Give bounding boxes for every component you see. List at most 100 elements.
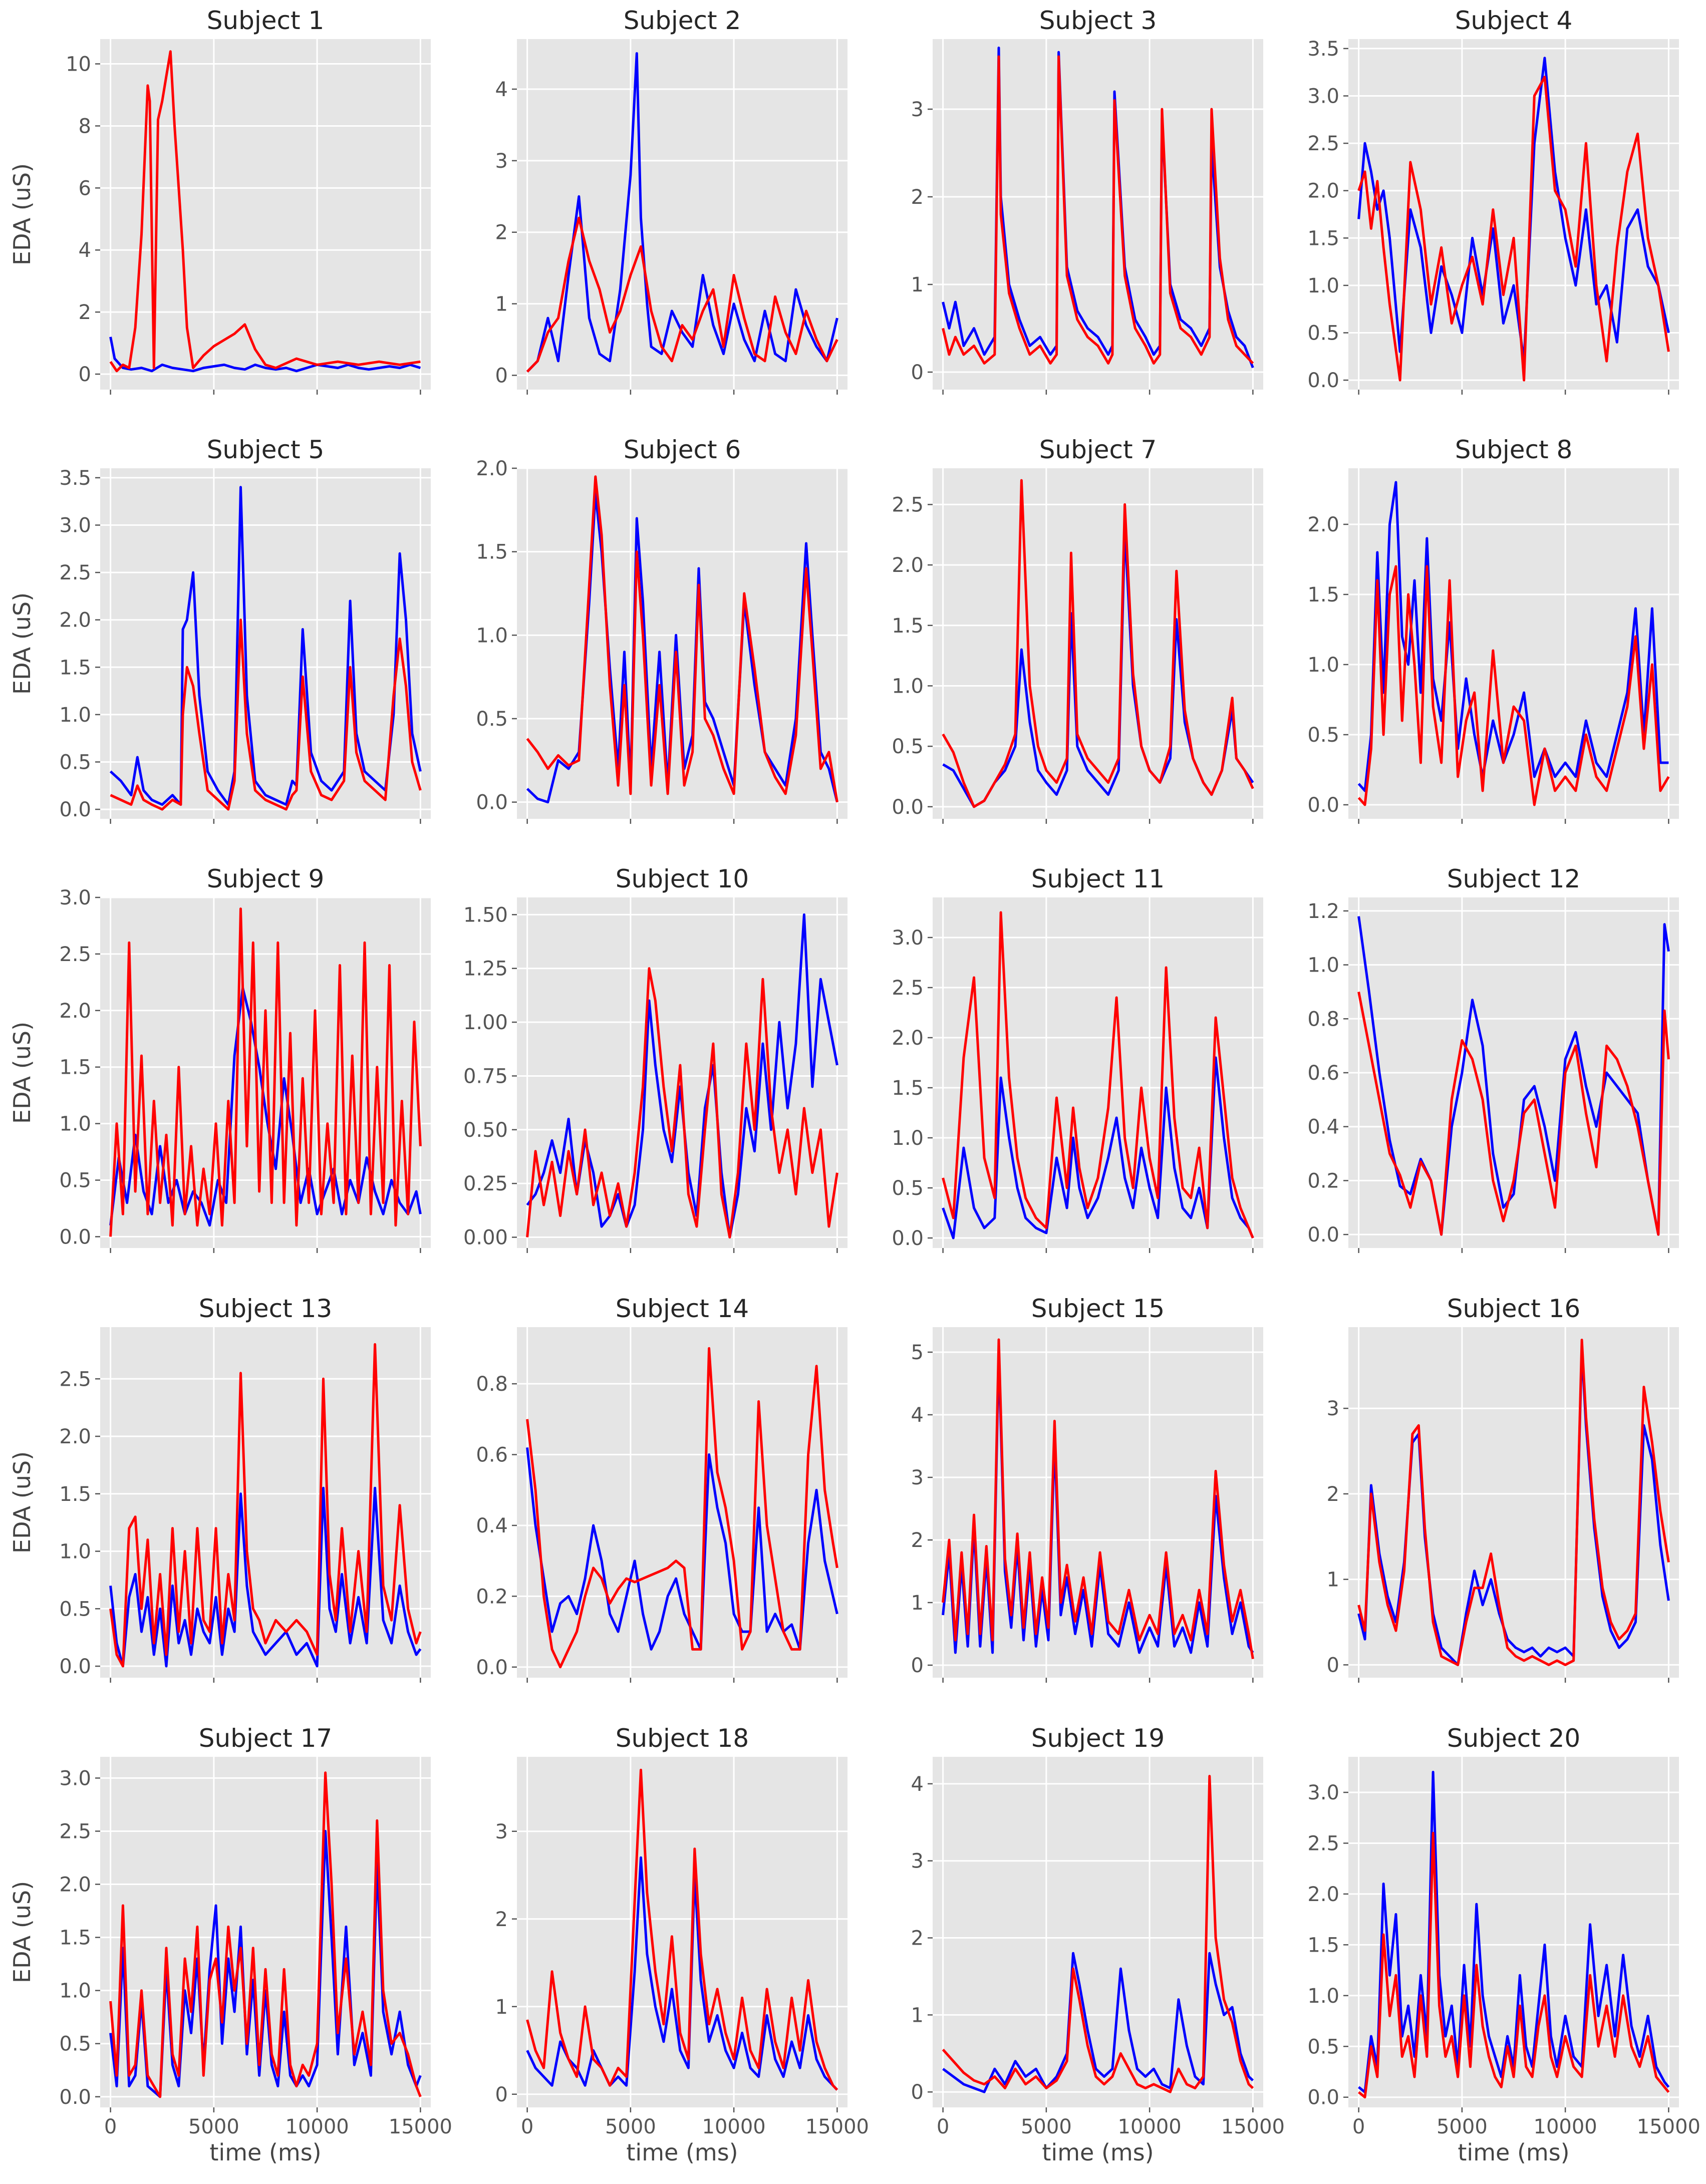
plot-area: [517, 39, 847, 390]
x-tick-label: 5000: [188, 2115, 239, 2138]
y-tick-label: 1.0: [1307, 274, 1339, 297]
x-axis-label: time (ms): [1458, 2139, 1569, 2166]
y-tick-label: 4: [495, 78, 508, 101]
y-tick-label: 0.5: [59, 2033, 91, 2056]
y-tick-label: 0.4: [1307, 1116, 1339, 1139]
panel-title: Subject 6: [624, 435, 741, 464]
y-tick-label: 2: [495, 221, 508, 244]
subplot-20: 0.0 0.5 1.0 1.5 2.0 2.5 3.0 0 5000 10000 15000 Subj…: [1307, 1724, 1700, 2166]
y-tick-label: 2: [911, 1927, 924, 1950]
panel-title: Subject 16: [1447, 1294, 1580, 1323]
y-tick-label: 3.5: [59, 467, 91, 490]
x-tick-label: 5000: [1437, 2115, 1488, 2138]
y-tick-label: 0.0: [892, 1227, 924, 1250]
y-tick-label: 4: [911, 1404, 924, 1427]
y-tick-label: 0.25: [463, 1172, 508, 1195]
y-tick-label: 8: [79, 115, 91, 138]
panel-title: Subject 1: [207, 6, 325, 35]
series-line-blue: [526, 1447, 838, 1651]
series-line-red: [526, 1347, 838, 1669]
panel-title: Subject 17: [199, 1724, 332, 1753]
panel-title: Subject 4: [1455, 6, 1573, 35]
y-tick-label: 2.5: [892, 977, 924, 1000]
y-tick-label: 0.0: [476, 1656, 508, 1679]
subplot-18: 0 1 2 3 0 5000 10000 15000 Subject 18 time (ms): [495, 1724, 869, 2166]
y-tick-label: 1.5: [59, 1927, 91, 1950]
plot-area: [933, 468, 1263, 819]
x-tick-label: 15000: [805, 2115, 869, 2138]
y-tick-label: 1: [911, 273, 924, 296]
x-tick-label: 10000: [702, 2115, 766, 2138]
x-tick-label: 0: [104, 2115, 117, 2138]
y-axis-label: EDA (uS): [9, 1881, 36, 1983]
y-tick-label: 0.5: [892, 735, 924, 758]
y-tick-label: 3: [911, 1466, 924, 1489]
y-tick-label: 2.5: [59, 943, 91, 966]
y-tick-label: 0.2: [1307, 1169, 1339, 1192]
series-line-blue: [942, 1952, 1254, 2093]
y-tick-label: 2.0: [476, 457, 508, 480]
x-tick-label: 15000: [1221, 2115, 1285, 2138]
series-line-blue: [109, 337, 421, 373]
x-tick-label: 0: [521, 2115, 533, 2138]
y-tick-label: 0: [495, 364, 508, 387]
y-tick-label: 0.0: [1307, 794, 1339, 817]
x-tick-label: 10000: [1534, 2115, 1597, 2138]
y-tick-label: 0.5: [476, 708, 508, 731]
series-line-red: [109, 1343, 422, 1668]
series-line-red: [1358, 1831, 1670, 2099]
y-tick-label: 0.0: [59, 1225, 91, 1249]
y-tick-label: 2.0: [892, 1027, 924, 1050]
panel-title: Subject 18: [616, 1724, 749, 1753]
x-tick-label: 15000: [389, 2115, 452, 2138]
y-tick-label: 0.00: [463, 1226, 508, 1250]
y-tick-label: 2: [911, 1529, 924, 1552]
y-tick-label: 3: [495, 150, 508, 173]
y-tick-label: 0: [911, 1654, 924, 1677]
y-tick-label: 2.5: [1307, 132, 1339, 155]
series-line-blue: [1357, 481, 1669, 792]
subplot-19: 0 1 2 3 4 0 5000 10000 15000 Subject 19 time (ms): [911, 1724, 1285, 2166]
series-line-blue: [526, 1856, 838, 2091]
y-tick-label: 0.5: [59, 751, 91, 774]
y-tick-label: 2: [1327, 1483, 1339, 1506]
y-tick-label: 4: [79, 239, 91, 262]
panel-title: Subject 12: [1447, 864, 1580, 893]
plot-area: [100, 468, 431, 819]
series-line-red: [1357, 1339, 1670, 1666]
y-tick-label: 0.5: [1307, 322, 1339, 345]
y-tick-label: 0.0: [59, 1655, 91, 1678]
series-line-red: [1357, 565, 1670, 806]
y-tick-label: 0.5: [892, 1177, 924, 1200]
series-line-red: [942, 1775, 1254, 2093]
y-tick-label: 2: [79, 301, 91, 324]
series-line-red: [109, 907, 422, 1237]
subplot-2: 0 1 2 3 4 Subject 2: [495, 6, 847, 395]
series-line-blue: [1358, 1770, 1670, 2094]
y-tick-label: 2: [495, 1908, 508, 1931]
series-line-red: [942, 911, 1254, 1238]
y-tick-label: 1.25: [463, 958, 508, 981]
y-tick-label: 0.6: [476, 1444, 508, 1467]
y-tick-label: 0.75: [463, 1065, 508, 1088]
subplot-5: 0.0 0.5 1.0 1.5 2.0 2.5 3.0 3.5 Subject 5 EDA (uS…: [9, 435, 431, 824]
y-tick-label: 2.5: [59, 1368, 91, 1391]
y-tick-label: 1.5: [59, 656, 91, 679]
y-tick-label: 0.0: [59, 2086, 91, 2109]
y-tick-label: 0.5: [1307, 2035, 1339, 2058]
series-line-red: [109, 50, 421, 373]
y-tick-label: 3.0: [59, 514, 91, 537]
y-axis-label: EDA (uS): [9, 1451, 36, 1553]
y-tick-label: 0.5: [59, 1598, 91, 1621]
y-tick-label: 2.5: [892, 493, 924, 516]
series-line-red: [942, 55, 1254, 365]
y-tick-label: 0.0: [59, 798, 91, 821]
y-tick-label: 0.0: [476, 791, 508, 814]
subplot-8: 0.0 0.5 1.0 1.5 2.0 Subject 8: [1307, 435, 1679, 824]
x-tick-label: 0: [937, 2115, 949, 2138]
y-tick-label: 3.5: [1307, 38, 1339, 61]
series-line-red: [526, 475, 838, 803]
y-tick-label: 1.5: [1307, 227, 1339, 250]
y-tick-label: 2.0: [892, 554, 924, 577]
